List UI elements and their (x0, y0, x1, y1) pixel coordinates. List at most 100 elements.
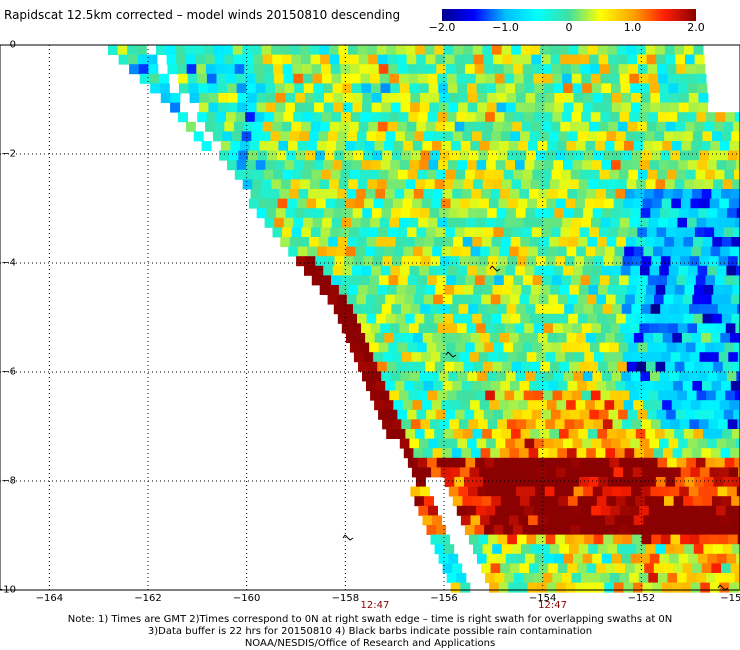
wind-cell (406, 285, 417, 295)
wind-cell (316, 141, 327, 151)
wind-cell (233, 54, 244, 65)
wind-cell (581, 217, 592, 228)
wind-cell (413, 189, 424, 199)
wind-cell (488, 256, 499, 267)
wind-cell (433, 294, 444, 305)
wind-cell (717, 553, 727, 564)
wind-cell (523, 217, 534, 228)
wind-cell (691, 515, 702, 526)
wind-cell (733, 121, 740, 132)
wind-cell (666, 409, 677, 420)
wind-cell (722, 429, 733, 439)
note-line-1: Note: 1) Times are GMT 2)Times correspon… (67, 614, 673, 625)
wind-cell (525, 102, 536, 113)
wind-cell (381, 208, 392, 219)
wind-cell (534, 371, 545, 382)
wind-cell (300, 45, 310, 55)
wind-cell (375, 294, 386, 305)
wind-cell (702, 496, 713, 507)
wind-cell (511, 477, 522, 487)
wind-cell (524, 323, 535, 334)
wind-cell (518, 333, 529, 343)
wind-cell (703, 285, 714, 295)
wind-cell (721, 294, 732, 305)
wind-cell (388, 342, 399, 353)
wind-cell (688, 102, 699, 113)
wind-cell (735, 505, 740, 516)
wind-cell (636, 179, 647, 190)
wind-cell (618, 409, 629, 420)
wind-cell (481, 496, 492, 507)
wind-cell (663, 563, 674, 574)
wind-cell (464, 525, 475, 535)
wind-cell (630, 371, 641, 382)
wind-cell (490, 381, 501, 391)
wind-cell (403, 141, 414, 151)
wind-cell (634, 189, 645, 199)
wind-cell (648, 505, 659, 516)
wind-cell (695, 64, 706, 75)
wind-cell (311, 275, 322, 286)
wind-cell (677, 112, 688, 123)
wind-cell (457, 160, 468, 171)
wind-cell (452, 563, 463, 574)
wind-cell (543, 83, 554, 94)
wind-cell (428, 505, 438, 516)
wind-cell (541, 525, 552, 535)
wind-cell (290, 179, 301, 190)
wind-cell (569, 285, 580, 295)
wind-cell (314, 93, 325, 103)
wind-cell (333, 93, 344, 103)
wind-cell (457, 438, 468, 449)
wind-cell (329, 54, 340, 65)
wind-cell (490, 563, 501, 574)
wind-cell (482, 45, 493, 55)
wind-cell (539, 237, 550, 247)
wind-cell (619, 457, 630, 468)
wind-cell (454, 121, 465, 132)
wind-cell (578, 361, 589, 372)
wind-cells (108, 45, 740, 593)
wind-cell (385, 381, 396, 391)
wind-cell (421, 352, 432, 363)
wind-cell (577, 496, 588, 507)
wind-cell (454, 227, 465, 238)
wind-cell (305, 150, 316, 161)
wind-cell (700, 400, 711, 411)
wind-cell (420, 486, 430, 497)
wind-cell (454, 477, 465, 487)
wind-cell (410, 102, 421, 113)
wind-cell (371, 208, 382, 219)
wind-cell (359, 275, 370, 286)
wind-cell (358, 361, 368, 372)
wind-cell (431, 467, 442, 478)
wind-cell (443, 429, 454, 439)
wind-cell (424, 131, 435, 142)
wind-cell (658, 217, 669, 228)
wind-cell (482, 429, 493, 439)
wind-cell (473, 285, 484, 295)
wind-cell (611, 553, 622, 564)
wind-cell (529, 381, 540, 391)
wind-cell (323, 160, 333, 171)
wind-cell (139, 73, 150, 84)
wind-cell (472, 496, 482, 507)
wind-cell (343, 208, 354, 219)
wind-cell (674, 45, 685, 55)
wind-cell (389, 73, 400, 84)
wind-cell (402, 198, 413, 209)
wind-cell (394, 189, 405, 199)
wind-cell (536, 198, 547, 209)
wind-cell (708, 150, 719, 161)
wind-cell (521, 477, 532, 487)
wind-cell (486, 553, 497, 564)
wind-cell (401, 419, 412, 430)
wind-cell (501, 544, 512, 555)
wind-cell (350, 275, 361, 286)
wind-cell (682, 563, 693, 574)
wind-cell (475, 73, 486, 84)
wind-cell (724, 457, 735, 468)
wind-cell (657, 275, 668, 286)
wind-cell (630, 160, 641, 171)
latitude-tick-label: −10 (0, 584, 16, 596)
